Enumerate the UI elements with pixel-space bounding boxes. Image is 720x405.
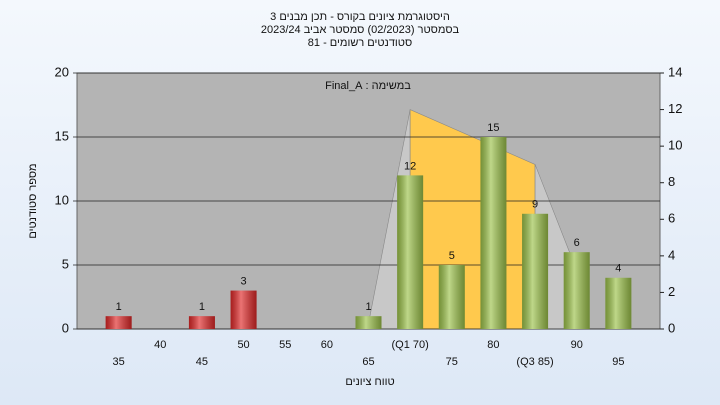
x-tick-label: 50 xyxy=(237,339,249,351)
x-tick-label: 80 xyxy=(487,339,499,351)
value-label: 5 xyxy=(449,250,455,262)
y2-tick-label: 10 xyxy=(668,138,682,153)
bar-shade xyxy=(355,316,382,329)
x-tick-label: 45 xyxy=(196,356,208,368)
value-label: 1 xyxy=(116,301,122,313)
x-tick-label: 55 xyxy=(279,339,291,351)
bar-shade xyxy=(522,213,549,329)
bar-shade xyxy=(480,137,507,329)
value-label: 12 xyxy=(404,160,416,172)
title-line: סטודנטים רשומים - 81 xyxy=(308,37,412,49)
y2-tick-label: 8 xyxy=(668,174,675,189)
annotation: במשימה : Final_A xyxy=(325,80,411,92)
y-tick-label: 10 xyxy=(55,192,69,207)
x-tick-label: 40 xyxy=(154,339,166,351)
x-tick-label: 60 xyxy=(321,339,333,351)
value-label: 1 xyxy=(199,301,205,313)
x-tick-label: 65 xyxy=(362,356,374,368)
x-tick-label: 35 xyxy=(113,356,125,368)
y2-tick-label: 6 xyxy=(668,211,675,226)
y2-tick-label: 4 xyxy=(668,247,675,262)
y-tick-label: 0 xyxy=(62,320,69,335)
x-axis-label: טווח ציונים xyxy=(345,376,394,388)
y2-tick-label: 0 xyxy=(668,320,675,335)
y2-tick-label: 12 xyxy=(668,101,682,116)
bar-shade xyxy=(188,316,215,329)
value-label: 3 xyxy=(241,276,247,288)
y-tick-label: 20 xyxy=(55,64,69,79)
value-label: 15 xyxy=(487,122,499,134)
value-label: 4 xyxy=(615,263,621,275)
x-tick-label: (Q1 70) xyxy=(391,339,428,351)
x-tick-label: (Q3 85) xyxy=(516,356,553,368)
title-line: בסמסטר (02/2023) סמסטר אביב 2023/24 xyxy=(261,24,460,36)
bar-shade xyxy=(605,277,632,329)
value-label: 9 xyxy=(532,199,538,211)
title-line: היסטוגרמת ציונים בקורס - תכן מבנים 3 xyxy=(270,11,450,23)
bar-shade xyxy=(438,265,465,329)
x-tick-label: 95 xyxy=(612,356,624,368)
y2-tick-label: 2 xyxy=(668,284,675,299)
bar-shade xyxy=(563,252,590,329)
y-tick-label: 5 xyxy=(62,256,69,271)
bar-shade xyxy=(105,316,132,329)
x-tick-label: 90 xyxy=(571,339,583,351)
value-label: 6 xyxy=(574,237,580,249)
value-label: 1 xyxy=(365,301,371,313)
y-axis-label: מספר סטודנטים xyxy=(27,163,39,238)
bar-shade xyxy=(230,290,257,329)
bar-shade xyxy=(397,175,424,329)
y2-tick-label: 14 xyxy=(668,64,682,79)
x-tick-label: 75 xyxy=(446,356,458,368)
y-tick-label: 15 xyxy=(55,128,69,143)
